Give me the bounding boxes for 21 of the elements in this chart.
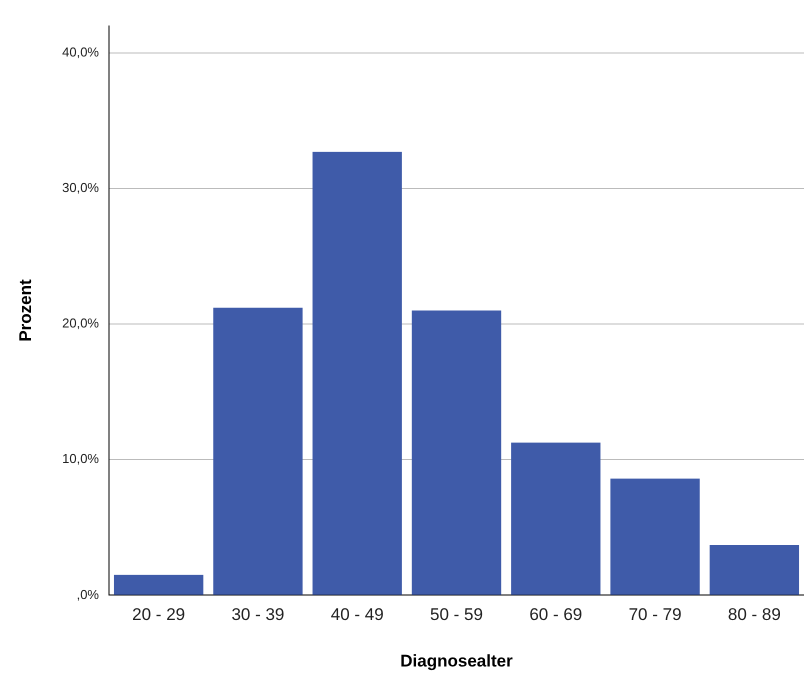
bar <box>312 152 402 595</box>
x-tick-label: 60 - 69 <box>529 605 582 624</box>
x-tick-label: 20 - 29 <box>132 605 186 624</box>
y-tick-label: 40,0% <box>62 44 100 60</box>
y-tick-label: 20,0% <box>62 316 100 331</box>
bar <box>710 545 800 595</box>
bar <box>412 310 502 595</box>
x-tick-label: 40 - 49 <box>330 605 384 624</box>
bar <box>610 478 700 595</box>
y-tick-label: ,0% <box>76 586 100 602</box>
y-axis-title: Prozent <box>16 278 35 342</box>
bar <box>114 574 204 595</box>
bar <box>511 442 600 595</box>
x-tick-label: 50 - 59 <box>430 605 483 624</box>
y-tick-label: 30,0% <box>62 180 100 196</box>
x-tick-label: 80 - 89 <box>728 605 781 624</box>
x-axis-title: Diagnosealter <box>400 651 514 670</box>
bar <box>213 308 303 595</box>
y-tick-label: 10,0% <box>62 451 100 466</box>
x-tick-label: 70 - 79 <box>628 605 682 624</box>
x-tick-label: 30 - 39 <box>231 605 284 624</box>
